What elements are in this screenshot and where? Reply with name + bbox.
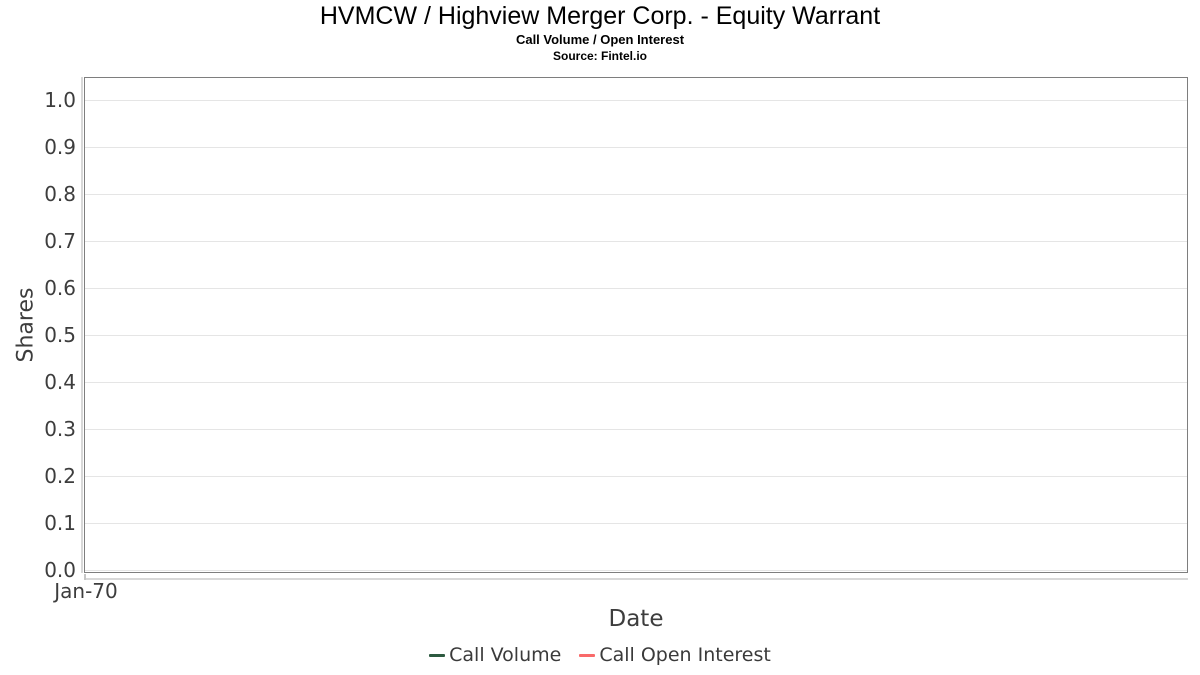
y-gridline	[85, 381, 1187, 383]
y-tick-label: 0.1	[44, 511, 76, 535]
chart-subtitle: Call Volume / Open Interest	[515, 32, 685, 47]
y-gridline	[85, 569, 1187, 571]
y-tick-label: 0.7	[44, 229, 76, 253]
x-axis-title: Date	[608, 606, 664, 632]
chart-title: HVMCW / Highview Merger Corp. - Equity W…	[319, 2, 881, 30]
legend-item: Call Open Interest	[579, 644, 771, 666]
y-gridline	[85, 475, 1187, 477]
y-gridline	[85, 240, 1187, 242]
y-gridline	[85, 146, 1187, 148]
chart-source: Source: Fintel.io	[552, 49, 647, 63]
plot-panel	[84, 77, 1188, 573]
legend-swatch	[579, 653, 596, 657]
x-axis-line	[84, 578, 1188, 580]
y-gridline	[85, 287, 1187, 289]
y-tick-label: 0.2	[44, 464, 76, 488]
y-tick-label: 0.6	[44, 276, 76, 300]
y-tick-label: 0.8	[44, 182, 76, 206]
legend-label: Call Volume	[449, 644, 562, 666]
legend: Call Volume Call Open Interest	[0, 644, 1200, 666]
y-gridline	[85, 522, 1187, 524]
y-gridline	[85, 99, 1187, 101]
y-tick-label: 0.5	[44, 323, 76, 347]
y-gridline	[85, 193, 1187, 195]
legend-item: Call Volume	[429, 644, 561, 666]
y-tick-label: 0.3	[44, 417, 76, 441]
x-tick-label: Jan-70	[54, 579, 118, 603]
legend-swatch	[429, 653, 446, 657]
y-axis-line	[81, 77, 83, 573]
legend-label: Call Open Interest	[599, 644, 771, 666]
y-gridline	[85, 334, 1187, 336]
y-gridline	[85, 428, 1187, 430]
y-tick-label: 1.0	[44, 88, 76, 112]
y-tick-label: 0.0	[44, 558, 76, 582]
y-tick-label: 0.9	[44, 135, 76, 159]
x-tick-mark	[84, 574, 86, 580]
y-tick-label: 0.4	[44, 370, 76, 394]
